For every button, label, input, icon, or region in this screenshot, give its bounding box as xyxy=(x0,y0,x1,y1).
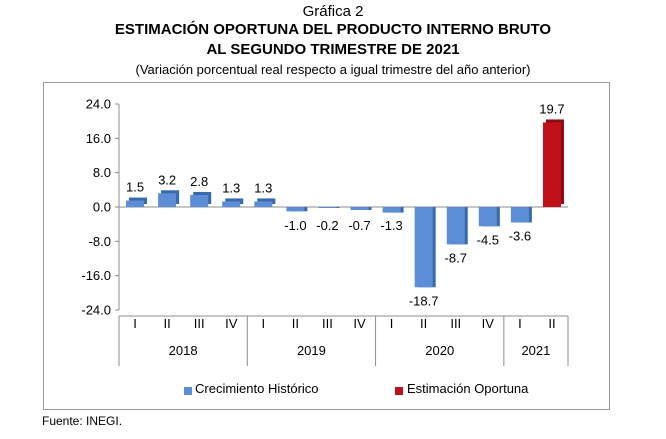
value-label-9: -1.3 xyxy=(380,218,402,233)
bar-5 xyxy=(254,201,273,207)
y-tick-label: 0.0 xyxy=(93,200,111,215)
bar-3 xyxy=(190,194,209,207)
bar-10 xyxy=(414,207,433,288)
value-label-8: -0.7 xyxy=(348,218,370,233)
value-label-6: -1.0 xyxy=(284,218,306,233)
bar-1 xyxy=(126,200,145,207)
y-tick-label: 24.0 xyxy=(86,97,111,112)
bar-4 xyxy=(222,201,241,207)
bar-6 xyxy=(286,207,305,212)
value-label-11: -8.7 xyxy=(445,250,467,265)
bar-7 xyxy=(318,207,337,208)
value-label-12: -4.5 xyxy=(477,232,499,247)
bar-4-side xyxy=(225,198,244,204)
x-tick-label: III xyxy=(450,316,461,331)
value-label-14: 19.7 xyxy=(539,101,564,116)
bar-chart: 24.016.08.00.0-8.0-16.0-24.01.5I3.2II2.8… xyxy=(81,97,569,366)
value-label-13: -3.6 xyxy=(509,228,531,243)
bar-11 xyxy=(446,207,465,245)
chart-frame: 24.0 16.0 8.0 0.0 -8.0 -16.0 -24.0 1.5 I 3.2 II 2.8… xyxy=(43,82,610,410)
x-tick-label: II xyxy=(420,316,427,331)
value-label-4: 1.3 xyxy=(222,180,240,195)
x-tick-label: I xyxy=(133,316,137,331)
x-tick-label: I xyxy=(518,316,522,331)
x-tick-label: I xyxy=(262,316,266,331)
x-tick-label: IV xyxy=(353,316,366,331)
y-tick-label: -16.0 xyxy=(81,268,111,283)
legend-label-historic: Crecimiento Histórico xyxy=(195,381,319,396)
bar-5-side xyxy=(257,198,276,204)
chart-title-line1: ESTIMACIÓN OPORTUNA DEL PRODUCTO INTERNO… xyxy=(114,21,552,38)
year-label-2021: 2021 xyxy=(521,343,550,358)
legend-swatch-estimate xyxy=(395,387,403,395)
x-tick-label: III xyxy=(322,316,333,331)
year-label-2019: 2019 xyxy=(297,343,326,358)
y-tick-label: 8.0 xyxy=(93,165,111,180)
x-tick-label: II xyxy=(548,316,555,331)
x-tick-label: II xyxy=(292,316,299,331)
y-tick-label: -24.0 xyxy=(81,303,111,318)
chart-subtitle: (Variación porcentual real respecto a ig… xyxy=(135,62,531,77)
year-label-2018: 2018 xyxy=(169,343,198,358)
x-tick-label: IV xyxy=(482,316,495,331)
bar-9 xyxy=(382,207,401,213)
value-label-10: -18.7 xyxy=(409,293,439,308)
y-tick-label: -8.0 xyxy=(89,234,111,249)
x-tick-label: III xyxy=(194,316,205,331)
legend-swatch-historic xyxy=(184,387,192,395)
x-tick-label: IV xyxy=(225,316,238,331)
bar-13 xyxy=(510,207,529,223)
value-label-5: 1.3 xyxy=(254,180,272,195)
chart-title-line2: AL SEGUNDO TRIMESTRE DE 2021 xyxy=(206,41,460,58)
bar-14 xyxy=(542,122,561,207)
bar-2 xyxy=(158,193,177,207)
bar-8 xyxy=(350,207,369,211)
value-label-7: -0.2 xyxy=(316,218,338,233)
chart-label: Gráfica 2 xyxy=(302,3,364,20)
x-tick-label: I xyxy=(390,316,394,331)
legend-label-estimate: Estimación Oportuna xyxy=(407,381,529,396)
value-label-3: 2.8 xyxy=(190,174,208,189)
value-label-2: 3.2 xyxy=(158,172,176,187)
year-label-2020: 2020 xyxy=(425,343,454,358)
bar-12 xyxy=(478,207,497,227)
x-tick-label: II xyxy=(163,316,170,331)
y-tick-label: 16.0 xyxy=(86,131,111,146)
source-note: Fuente: INEGI. xyxy=(42,414,123,428)
value-label-1: 1.5 xyxy=(126,180,144,195)
